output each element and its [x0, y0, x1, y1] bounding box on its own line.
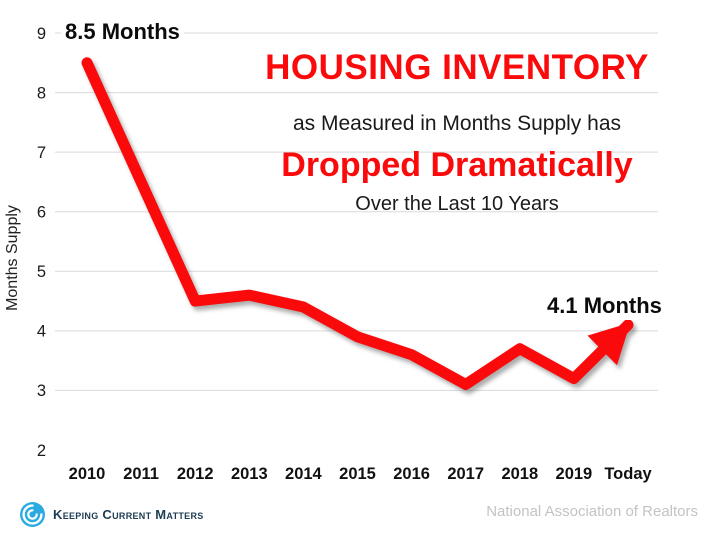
annotation-start-value: 8.5 Months: [61, 18, 184, 46]
y-tick-label-6: 6: [37, 203, 46, 221]
y-tick-label-5: 5: [37, 263, 46, 281]
chart-title-block: HOUSING INVENTORY as Measured in Months …: [237, 48, 677, 216]
y-tick-label-8: 8: [37, 84, 46, 102]
y-axis-title: Months Supply: [4, 205, 21, 311]
x-tick-label-2011: 2011: [123, 465, 159, 483]
inventory-trend-line: [81, 57, 634, 390]
kcm-swirl-icon: [20, 502, 45, 527]
x-tick-label-2019: 2019: [556, 465, 593, 483]
kcm-logo-text: Keeping Current Matters: [53, 507, 204, 522]
y-tick-label-7: 7: [37, 144, 46, 162]
x-tick-label-2016: 2016: [393, 465, 430, 483]
x-tick-label-2010: 2010: [69, 465, 106, 483]
y-tick-label-4: 4: [37, 323, 46, 341]
title-main: HOUSING INVENTORY: [265, 48, 649, 87]
y-tick-label-2: 2: [37, 442, 46, 460]
source-attribution: National Association of Realtors: [486, 503, 698, 520]
title-sub-1: as Measured in Months Supply has: [292, 111, 621, 135]
x-tick-label-2012: 2012: [177, 465, 214, 483]
x-tick-label-2013: 2013: [231, 465, 268, 483]
x-tick-label-2014: 2014: [285, 465, 323, 483]
x-tick-label-2017: 2017: [447, 465, 484, 483]
title-emphasis: Dropped Dramatically: [281, 145, 633, 184]
x-tick-label-2018: 2018: [501, 465, 538, 483]
y-tick-label-9: 9: [37, 25, 46, 43]
kcm-logo: Keeping Current Matters: [19, 501, 204, 528]
x-tick-label-2015: 2015: [339, 465, 376, 483]
annotation-end-value: 4.1 Months: [543, 292, 666, 320]
y-tick-label-3: 3: [37, 382, 46, 400]
title-sub-2: Over the Last 10 Years: [355, 193, 559, 216]
x-tick-label-today: Today: [604, 465, 652, 483]
